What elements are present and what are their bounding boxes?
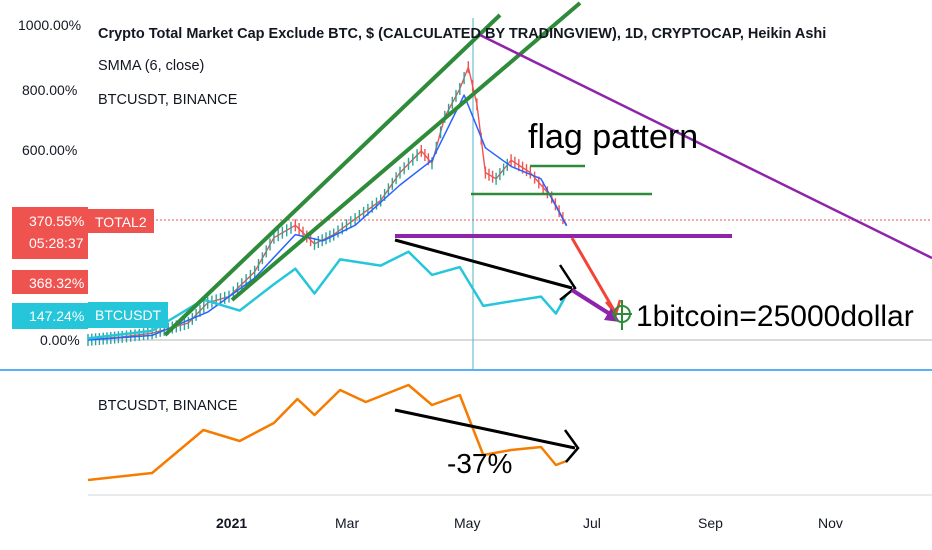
lower-pane-legend[interactable]: BTCUSDT, BINANCE	[98, 398, 238, 414]
series-line-btcusdt-binance[interactable]	[87, 250, 568, 340]
total2-badge-bg	[12, 207, 88, 259]
legend[interactable]: Crypto Total Market Cap Exclude BTC, $ (…	[98, 26, 826, 108]
x-tick-label: Mar	[335, 515, 359, 531]
y-tick-label: 800.00%	[22, 82, 77, 98]
countdown-label: 05:28:37	[29, 235, 84, 251]
x-tick-label: Sep	[698, 515, 723, 531]
lower-pane-btc-line[interactable]	[87, 383, 568, 482]
drawings[interactable]	[163, 1, 932, 463]
flag-pattern-annotation[interactable]: flag pattern	[528, 118, 698, 156]
legend-title[interactable]: Crypto Total Market Cap Exclude BTC, $ (…	[98, 26, 826, 42]
total2-badge[interactable]: 370.55% 05:28:37 TOTAL2	[12, 207, 154, 259]
btc-badge[interactable]: 147.24% BTCUSDT	[12, 302, 168, 329]
x-tick-label: 2021	[216, 515, 247, 531]
green-trendline-2[interactable]	[230, 1, 582, 302]
btc-name-bg	[88, 302, 168, 328]
purple-trendline-resistance[interactable]	[479, 33, 932, 260]
black-arrowhead-upper	[558, 264, 577, 301]
black-arrow-lower[interactable]	[394, 408, 576, 450]
purple-arrow[interactable]	[570, 288, 615, 318]
legend-compare-symbol[interactable]: BTCUSDT, BINANCE	[98, 92, 238, 108]
btc-price-label: 147.24%	[29, 308, 84, 324]
smma-badge-bg	[12, 270, 88, 294]
x-tick-label: Nov	[818, 515, 843, 531]
black-arrow-upper[interactable]	[394, 238, 573, 290]
drop-annotation[interactable]: -37%	[447, 448, 512, 479]
btc-name-label: BTCUSDT	[95, 307, 162, 323]
red-arrow[interactable]	[570, 237, 617, 313]
series-line-total2[interactable]	[87, 66, 568, 341]
smma-badge[interactable]: 368.32%	[12, 270, 88, 294]
series-line-smma-6-close-[interactable]	[87, 94, 568, 341]
legend-indicator[interactable]: SMMA (6, close)	[98, 58, 204, 74]
smma-price-label: 368.32%	[29, 275, 84, 291]
x-axis[interactable]: 2021 Mar May Jul Sep Nov	[216, 515, 843, 531]
y-tick-label: 0.00%	[40, 332, 80, 348]
target-annotation[interactable]: 1bitcoin=25000dollar	[636, 300, 914, 333]
green-trendline-1[interactable]	[163, 13, 502, 337]
total2-name-bg	[88, 209, 154, 233]
y-tick-label: 600.00%	[22, 142, 77, 158]
y-tick-label: 1000.00%	[18, 17, 81, 33]
series-layer	[87, 61, 568, 482]
btc-badge-bg	[12, 303, 88, 329]
y-axis[interactable]: 1000.00% 800.00% 600.00% 0.00%	[18, 17, 81, 348]
x-tick-label: Jul	[583, 515, 601, 531]
total2-price-label: 370.55%	[29, 213, 84, 229]
total2-name-label: TOTAL2	[95, 214, 147, 230]
x-tick-label: May	[454, 515, 480, 531]
black-arrowhead-lower	[563, 429, 580, 463]
